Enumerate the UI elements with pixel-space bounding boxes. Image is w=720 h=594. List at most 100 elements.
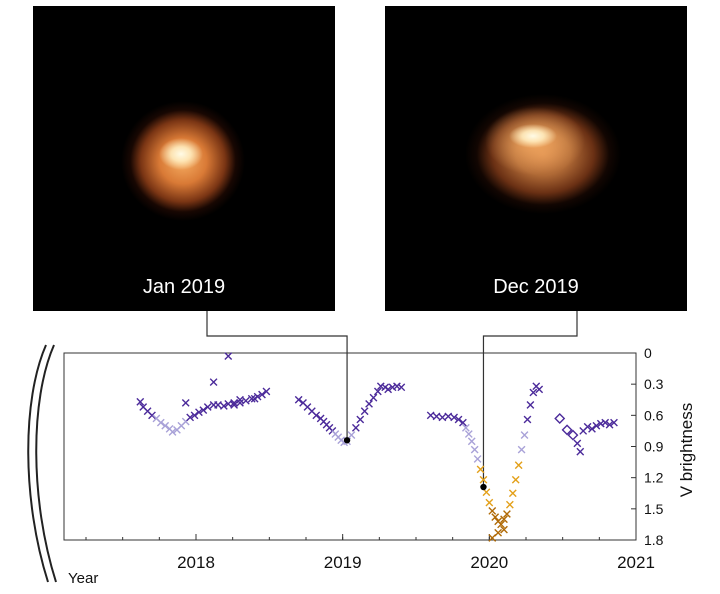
data-point-x bbox=[209, 378, 218, 386]
data-point-x bbox=[459, 418, 467, 427]
data-point-x bbox=[214, 401, 222, 409]
data-point-x bbox=[511, 475, 520, 484]
data-point-x bbox=[262, 387, 271, 396]
data-point-x bbox=[373, 387, 382, 396]
highlight-point bbox=[480, 483, 487, 491]
y-tick-label: 0 bbox=[644, 345, 652, 361]
data-point-x bbox=[485, 498, 494, 507]
x-tick-label: 2019 bbox=[324, 553, 362, 572]
data-point-x bbox=[479, 475, 488, 484]
data-point-x bbox=[470, 445, 479, 454]
data-point-x bbox=[500, 515, 508, 524]
data-point-x bbox=[464, 430, 473, 438]
panel-label-dec-2019: Dec 2019 bbox=[493, 276, 579, 298]
data-point-x bbox=[199, 406, 208, 415]
data-point-x bbox=[236, 398, 244, 407]
data-point-x bbox=[347, 431, 356, 439]
data-point-x bbox=[203, 403, 212, 411]
data-point-x bbox=[190, 411, 199, 420]
data-point-x bbox=[573, 439, 582, 448]
data-point-diamond bbox=[561, 424, 573, 436]
data-markers bbox=[136, 352, 618, 542]
axis-break-line bbox=[27, 344, 49, 583]
data-point-x bbox=[438, 413, 447, 422]
data-point-x bbox=[505, 500, 514, 509]
data-point-x bbox=[432, 412, 441, 421]
data-point-x bbox=[219, 402, 228, 410]
data-point-x bbox=[356, 415, 365, 424]
axis-break-curves bbox=[27, 344, 57, 583]
y-tick-label: 1.8 bbox=[644, 532, 664, 548]
data-point-x bbox=[294, 395, 303, 404]
data-point-x bbox=[450, 413, 459, 422]
data-point-x bbox=[592, 421, 601, 430]
data-point-x bbox=[369, 393, 378, 402]
data-point-x bbox=[576, 447, 585, 456]
x-axis-label: Year bbox=[68, 570, 98, 587]
data-point-x bbox=[514, 461, 523, 470]
plot-frame bbox=[63, 352, 637, 541]
data-point-x bbox=[605, 420, 614, 429]
data-point-x bbox=[491, 513, 500, 522]
data-point-x bbox=[156, 418, 165, 427]
data-point-x bbox=[148, 411, 156, 420]
panel-label-jan-2019: Jan 2019 bbox=[142, 276, 226, 298]
data-point-x bbox=[526, 401, 535, 409]
data-point-x bbox=[365, 400, 373, 408]
data-point-x bbox=[467, 437, 476, 446]
data-point-x bbox=[241, 396, 250, 405]
y-tick-label: 0.9 bbox=[644, 439, 664, 455]
data-point-x bbox=[181, 398, 190, 407]
connector-jan-2019 bbox=[206, 311, 348, 441]
data-point-x bbox=[588, 424, 596, 433]
data-point-x bbox=[312, 411, 321, 420]
data-point-x bbox=[236, 395, 244, 404]
data-point-x bbox=[258, 390, 266, 399]
data-point-x bbox=[397, 383, 406, 392]
data-point-x bbox=[523, 415, 532, 424]
data-point-x bbox=[520, 431, 529, 439]
y-axis-label: V brightness bbox=[677, 403, 696, 498]
panel-connectors bbox=[206, 311, 578, 488]
data-point-x bbox=[461, 423, 470, 432]
data-point-x bbox=[250, 394, 259, 403]
axis-break-line bbox=[35, 344, 57, 583]
star-glow bbox=[385, 6, 687, 311]
data-point-x bbox=[494, 528, 503, 537]
x-tick-label: 2018 bbox=[177, 553, 215, 572]
data-point-x bbox=[497, 520, 505, 529]
data-point-x bbox=[426, 411, 435, 420]
data-point-diamond bbox=[554, 412, 566, 424]
data-point-x bbox=[454, 415, 463, 424]
data-point-x bbox=[136, 397, 145, 406]
data-point-x bbox=[247, 394, 256, 403]
data-point-x bbox=[601, 418, 610, 427]
x-tick-label: 2021 bbox=[617, 553, 655, 572]
star-image-jan-2019: Jan 2019 bbox=[33, 6, 335, 311]
data-point-x bbox=[488, 507, 497, 515]
data-point-x bbox=[224, 400, 233, 408]
data-point-x bbox=[230, 398, 239, 407]
data-point-x bbox=[161, 421, 170, 430]
data-point-x bbox=[529, 388, 538, 397]
data-point-x bbox=[535, 385, 544, 394]
y-tick-label: 0.3 bbox=[644, 376, 664, 392]
data-point-x bbox=[168, 428, 177, 436]
data-point-x bbox=[444, 412, 453, 421]
data-point-x bbox=[195, 408, 203, 417]
data-point-x bbox=[384, 385, 393, 394]
data-point-x bbox=[476, 465, 485, 474]
data-point-x bbox=[351, 423, 360, 432]
highlight-points bbox=[343, 437, 487, 491]
y-tick-label: 1.2 bbox=[644, 470, 664, 486]
data-point-x bbox=[186, 413, 195, 422]
data-point-x bbox=[508, 489, 517, 498]
data-point-x bbox=[473, 455, 482, 463]
data-point-x bbox=[503, 510, 511, 518]
y-tick-label: 1.5 bbox=[644, 501, 664, 517]
star-image-dec-2019: Dec 2019 bbox=[385, 6, 687, 311]
data-point-x bbox=[583, 422, 592, 431]
y-axis: 0 0.3 0.6 0.9 1.2 1.5 1.8 bbox=[631, 345, 664, 548]
star-glow bbox=[33, 6, 335, 311]
